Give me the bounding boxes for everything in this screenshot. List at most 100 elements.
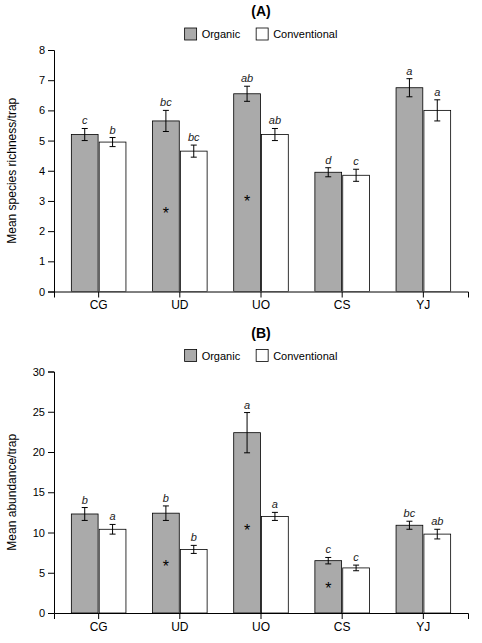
significance-letter: bc (160, 96, 172, 108)
x-tick-mark (261, 613, 262, 619)
annotation: * (244, 522, 250, 539)
legend-item: Conventional (256, 28, 337, 40)
y-tick-label: 0 (39, 607, 45, 619)
y-tick: 0 (39, 607, 54, 619)
series (71, 79, 422, 292)
bar (343, 175, 370, 291)
x-tick-mark (98, 292, 99, 298)
significance-letter: c (82, 114, 88, 126)
y-tick: 1 (39, 255, 54, 267)
x-axis-line (55, 292, 469, 298)
bar (180, 151, 207, 291)
y-tick-mark (48, 573, 54, 574)
y-tick-mark (48, 412, 54, 413)
significance-letter: b (110, 124, 116, 136)
x-tick-label: UD (171, 298, 189, 312)
y-tick: 25 (33, 406, 54, 418)
x-tick-label: YJ (416, 298, 430, 312)
error-bar (110, 524, 116, 534)
annotation: * (244, 193, 250, 210)
legend-label: Conventional (273, 350, 337, 362)
y-tick-mark (48, 452, 54, 453)
x-tick-label: UD (171, 620, 189, 634)
y-tick: 3 (39, 195, 54, 207)
y-tick-mark (48, 80, 54, 81)
significance-letter: a (110, 510, 116, 522)
y-tick-label: 0 (39, 286, 45, 298)
significance-letter: ab (269, 114, 281, 126)
legend-item: Organic (185, 350, 241, 362)
x-axis: CGUDUOCSYJ (55, 613, 469, 634)
bar (343, 568, 370, 613)
x-tick-mark (342, 613, 343, 619)
series (71, 413, 422, 613)
panel: bbacbcabacab***CGUDUOCSYJ051015202530Mea… (5, 325, 469, 634)
x-tick-mark (179, 613, 180, 619)
y-tick: 8 (39, 44, 54, 56)
x-tick-mark (423, 613, 424, 619)
bar (315, 172, 342, 291)
bar (71, 135, 98, 292)
y-tick-mark (48, 50, 54, 51)
error-bar (272, 512, 278, 520)
legend: Organic Conventional (185, 350, 338, 362)
error-bar (244, 413, 250, 453)
y-tick: 4 (39, 165, 54, 177)
y-tick: 5 (39, 567, 54, 579)
y-tick: 0 (39, 286, 54, 298)
x-tick: YJ (416, 292, 430, 313)
y-tick-mark (48, 141, 54, 142)
y-tick-mark (48, 292, 54, 293)
significance-letter: ab (241, 72, 253, 84)
y-axis: 051015202530 (33, 366, 55, 620)
bar (99, 142, 126, 291)
y-tick-mark (48, 613, 54, 614)
y-tick-mark (48, 201, 54, 202)
bar (315, 561, 342, 613)
bar (99, 529, 126, 613)
y-tick: 15 (33, 486, 54, 498)
bar (424, 110, 451, 291)
y-tick-label: 2 (39, 225, 45, 237)
x-tick-label: UO (252, 298, 270, 312)
error-bar (191, 145, 197, 157)
annotation: * (163, 558, 169, 575)
significance-letter: a (406, 65, 412, 77)
plot-marks (71, 79, 450, 292)
bar (396, 525, 423, 613)
y-tick-label: 1 (39, 255, 45, 267)
legend-swatch (256, 350, 268, 362)
significance-letter: c (353, 551, 359, 563)
y-tick-label: 5 (39, 135, 45, 147)
annotations: cbcabdabbcabca** (82, 65, 440, 222)
y-tick-label: 30 (33, 366, 45, 378)
error-bar (82, 128, 88, 140)
significance-letter: a (434, 86, 440, 98)
y-tick-mark (48, 231, 54, 232)
error-bar (163, 506, 169, 520)
y-tick-mark (48, 261, 54, 262)
y-tick-mark (48, 372, 54, 373)
x-tick: UD (171, 613, 189, 634)
series (99, 100, 450, 292)
y-tick-label: 4 (39, 165, 45, 177)
bar (424, 534, 451, 613)
y-tick-label: 15 (33, 486, 45, 498)
panel: cbcabdabbcabca**CGUDUOCSYJ012345678Mean … (5, 3, 469, 312)
y-axis-title: Mean abundance/trap (5, 434, 19, 551)
x-tick: CS (334, 292, 351, 313)
y-axis-title: Mean species richness/trap (5, 97, 19, 243)
chart-title: (B) (251, 325, 270, 341)
legend-swatch (185, 28, 197, 40)
error-bar (353, 565, 359, 571)
x-axis: CGUDUOCSYJ (55, 292, 469, 313)
error-bar (82, 508, 88, 521)
x-tick: CS (334, 613, 351, 634)
x-tick-label: UO (252, 620, 270, 634)
chart-title: (A) (251, 3, 270, 19)
legend-item: Organic (185, 28, 241, 40)
x-axis-line (55, 614, 469, 620)
bar (234, 94, 261, 292)
y-tick-label: 20 (33, 446, 45, 458)
x-tick: YJ (416, 613, 430, 634)
